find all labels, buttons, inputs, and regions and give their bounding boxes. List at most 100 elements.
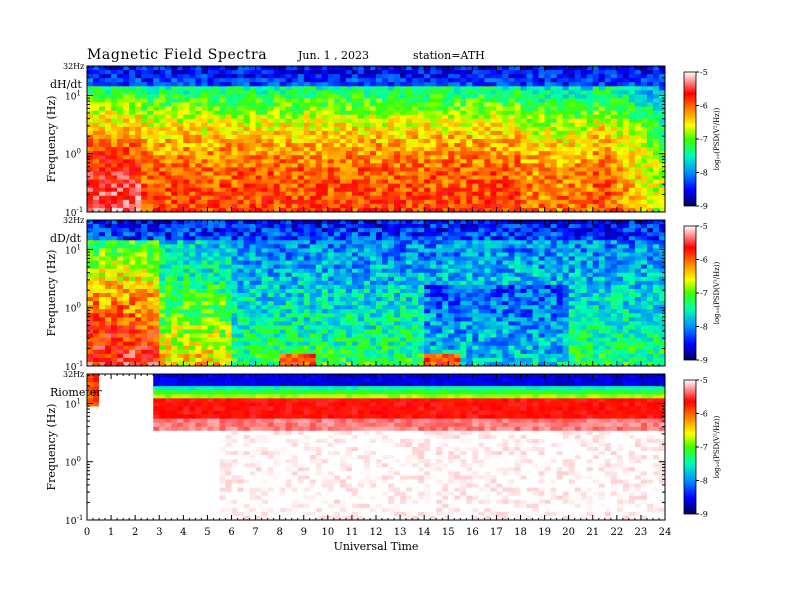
- heatmap-cell: [87, 207, 94, 213]
- heatmap-cell: [243, 159, 250, 164]
- heatmap-cell: [225, 195, 232, 201]
- heatmap-cell: [237, 329, 244, 334]
- heatmap-cell: [117, 353, 124, 359]
- heatmap-cell: [267, 114, 275, 120]
- heatmap-cell: [93, 143, 100, 148]
- heatmap-cell: [297, 175, 305, 180]
- heatmap-cell: [123, 171, 130, 176]
- heatmap-cell: [442, 82, 449, 87]
- heatmap-cell: [243, 126, 250, 132]
- heatmap-cell: [189, 94, 196, 99]
- heatmap-cell: [207, 147, 214, 152]
- heatmap-cell: [117, 86, 124, 91]
- heatmap-cell: [249, 175, 256, 180]
- heatmap-cell: [159, 139, 166, 144]
- heatmap-cell: [213, 357, 220, 363]
- heatmap-cell: [454, 118, 461, 124]
- heatmap-cell: [568, 147, 576, 152]
- heatmap-cell: [598, 126, 606, 132]
- heatmap-cell: [285, 240, 293, 245]
- heatmap-cell: [177, 82, 184, 87]
- heatmap-cell: [195, 163, 202, 168]
- heatmap-cell: [123, 220, 130, 225]
- heatmap-cell: [153, 280, 160, 286]
- heatmap-cell: [436, 114, 443, 120]
- heatmap-cell: [285, 98, 293, 103]
- heatmap-cell: [508, 195, 515, 201]
- heatmap-cell: [382, 94, 389, 99]
- heatmap-cell: [309, 86, 317, 91]
- heatmap-cell: [351, 102, 359, 107]
- heatmap-cell: [243, 171, 250, 176]
- heatmap-cell: [141, 293, 148, 298]
- heatmap-cell: [261, 74, 269, 79]
- heatmap-cell: [448, 70, 455, 75]
- heatmap-cell: [376, 191, 383, 197]
- heatmap-cell: [237, 94, 244, 99]
- heatmap-cell: [357, 167, 365, 172]
- heatmap-cell: [532, 102, 539, 107]
- heatmap-cell: [562, 147, 570, 152]
- heatmap-cell: [87, 175, 94, 180]
- heatmap-cell: [159, 232, 166, 237]
- heatmap-cell: [201, 130, 208, 136]
- heatmap-cell: [207, 305, 214, 310]
- heatmap-cell: [376, 74, 383, 79]
- heatmap-cell: [622, 199, 630, 205]
- heatmap-cell: [526, 122, 533, 128]
- heatmap-cell: [249, 163, 256, 168]
- heatmap-cell: [592, 74, 600, 79]
- heatmap-cell: [111, 293, 118, 298]
- heatmap-cell: [135, 321, 142, 326]
- heatmap-cell: [261, 207, 269, 213]
- heatmap-cell: [604, 118, 612, 124]
- heatmap-cell: [520, 191, 527, 197]
- heatmap-cell: [261, 256, 269, 261]
- heatmap-cell: [586, 163, 594, 168]
- heatmap-cell: [327, 171, 335, 176]
- heatmap-cell: [105, 122, 112, 128]
- heatmap-cell: [171, 70, 178, 75]
- heatmap-cell: [568, 171, 576, 176]
- heatmap-cell: [141, 94, 148, 99]
- heatmap-cell: [165, 159, 172, 164]
- heatmap-cell: [189, 220, 196, 225]
- heatmap-cell: [466, 86, 473, 91]
- heatmap-cell: [622, 86, 630, 91]
- heatmap-cell: [496, 187, 503, 193]
- heatmap-cell: [652, 187, 660, 193]
- heatmap-cell: [231, 130, 238, 136]
- heatmap-cell: [165, 78, 172, 83]
- heatmap-cell: [574, 143, 582, 148]
- heatmap-cell: [159, 301, 166, 306]
- heatmap-cell: [183, 74, 190, 79]
- heatmap-cell: [249, 268, 256, 274]
- heatmap-cell: [442, 139, 449, 144]
- heatmap-cell: [472, 175, 479, 180]
- heatmap-cell: [219, 147, 226, 152]
- heatmap-cell: [129, 126, 136, 132]
- heatmap-cell: [219, 110, 226, 116]
- heatmap-cell: [129, 82, 136, 87]
- heatmap-cell: [123, 232, 130, 237]
- heatmap-cell: [255, 195, 262, 201]
- heatmap-cell: [448, 187, 455, 193]
- heatmap-cell: [345, 155, 353, 160]
- heatmap-cell: [141, 175, 148, 180]
- heatmap-cell: [141, 167, 148, 172]
- heatmap-cell: [580, 191, 588, 197]
- heatmap-cell: [249, 236, 256, 241]
- heatmap-cell: [177, 293, 184, 298]
- heatmap-cell: [412, 203, 419, 209]
- heatmap-cell: [556, 126, 564, 132]
- heatmap-cell: [321, 78, 329, 83]
- heatmap-cell: [610, 207, 618, 213]
- heatmap-cell: [189, 90, 196, 95]
- heatmap-cell: [123, 248, 130, 253]
- heatmap-cell: [658, 167, 666, 172]
- heatmap-cell: [418, 163, 425, 168]
- heatmap-cell: [333, 175, 341, 180]
- heatmap-cell: [622, 167, 630, 172]
- heatmap-cell: [147, 155, 154, 160]
- heatmap-cell: [189, 110, 196, 116]
